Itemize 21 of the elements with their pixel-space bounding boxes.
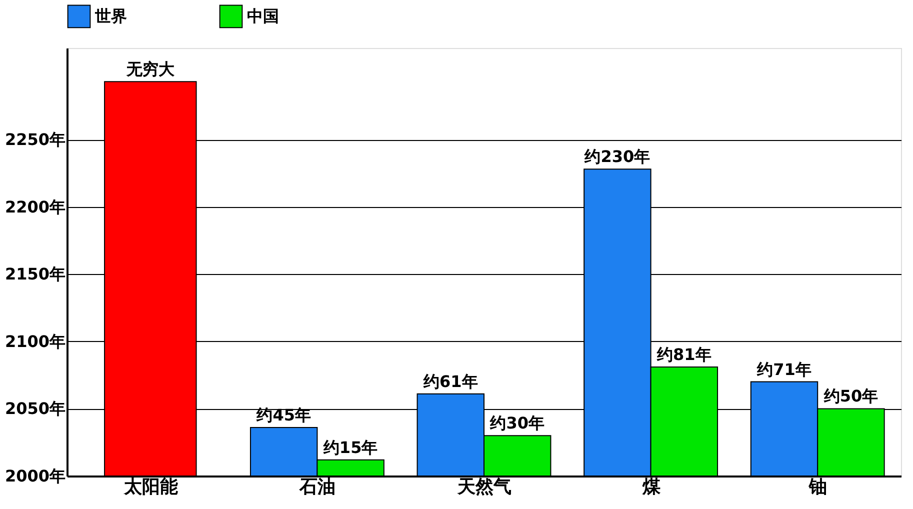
x-tick-label: 天然气 xyxy=(456,476,512,498)
data-label: 约81年 xyxy=(656,344,712,364)
data-label: 无穷大 xyxy=(125,60,176,79)
y-tick-label: 2250年 xyxy=(4,130,66,150)
y-tick-label: 2150年 xyxy=(4,264,66,284)
y-tick-label: 2000年 xyxy=(4,466,66,486)
x-tick-label: 煤 xyxy=(641,476,662,498)
x-tick-label: 铀 xyxy=(808,476,828,498)
data-label: 约50年 xyxy=(822,386,878,406)
data-label: 约61年 xyxy=(422,372,478,391)
x-tick-label: 太阳能 xyxy=(122,476,178,498)
data-label: 约71年 xyxy=(756,360,812,379)
legend-label: 世界 xyxy=(94,6,127,26)
data-label: 约15年 xyxy=(322,438,378,457)
data-label: 约30年 xyxy=(489,414,544,433)
data-label: 约230年 xyxy=(584,147,650,166)
legend-label: 中国 xyxy=(247,6,279,26)
x-tick-label: 石油 xyxy=(298,476,336,498)
y-tick-label: 2200年 xyxy=(4,197,66,216)
y-tick-label: 2100年 xyxy=(4,332,66,351)
y-tick-label: 2050年 xyxy=(4,399,66,418)
